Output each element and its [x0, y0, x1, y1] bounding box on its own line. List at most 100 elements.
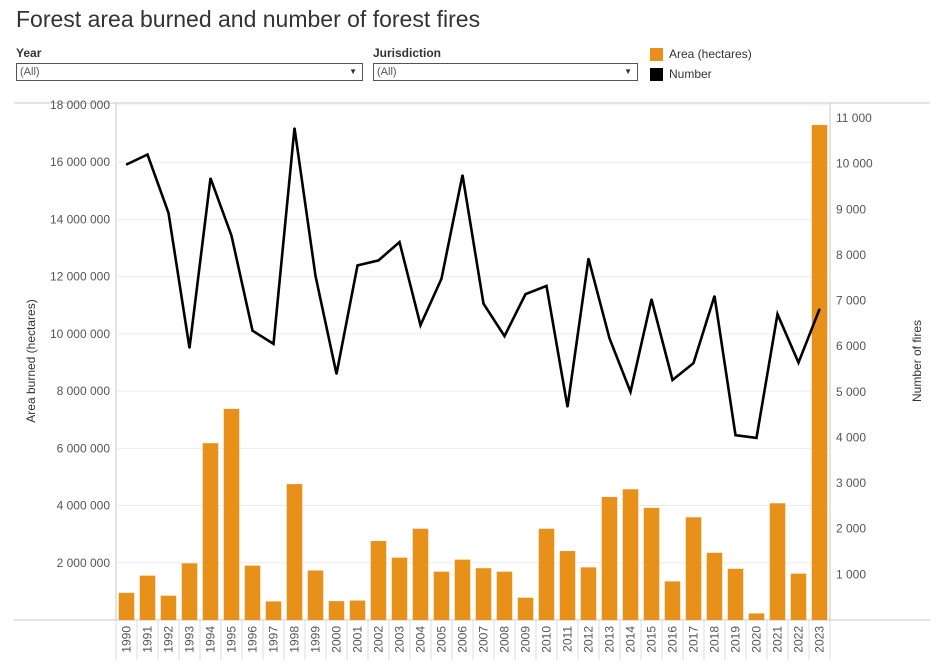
x-tick-label: 2017: [687, 626, 701, 653]
bar: [496, 571, 513, 620]
line-point: [713, 295, 716, 297]
x-tick-label: 2007: [477, 626, 491, 653]
line-point: [125, 163, 128, 166]
x-tick-label: 2012: [582, 626, 596, 653]
bar: [748, 613, 765, 620]
x-tick-label: 2013: [603, 626, 617, 653]
line-point: [755, 437, 758, 439]
x-tick-label: 2002: [372, 626, 386, 653]
y-right-tick-label: 4 000: [836, 430, 866, 444]
x-tick-label: 2001: [351, 626, 365, 653]
legend-swatch-number: [650, 67, 663, 81]
x-tick-label: 1992: [162, 626, 176, 653]
chevron-down-icon: ▼: [624, 67, 632, 76]
x-tick-label: 2022: [792, 626, 806, 653]
line-point: [440, 277, 443, 280]
x-tick-label: 2009: [519, 626, 533, 653]
y-right-tick-label: 11 000: [836, 111, 872, 125]
y-right-tick-label: 1 000: [836, 567, 866, 581]
y-right-tick-label: 8 000: [836, 248, 866, 262]
line-point: [272, 343, 275, 345]
legend-label-area: Area (hectares): [669, 47, 752, 61]
x-tick-label: 2010: [540, 626, 554, 653]
x-tick-label: 2023: [813, 626, 827, 653]
bar: [286, 484, 303, 620]
bar: [412, 528, 429, 620]
x-tick-label: 1999: [309, 626, 323, 653]
line-point: [545, 285, 548, 287]
line-point: [503, 335, 506, 337]
x-tick-label: 2011: [561, 626, 575, 652]
bar: [517, 597, 534, 620]
x-tick-label: 2006: [456, 626, 470, 653]
line-point: [419, 324, 422, 326]
x-tick-label: 2021: [771, 626, 785, 653]
line-point: [608, 337, 611, 340]
year-filter: Year (All) ▼: [16, 46, 363, 81]
jurisdiction-select-value: (All): [377, 66, 397, 78]
y-left-tick-label: 12 000 000: [50, 270, 110, 284]
y-left-tick-label: 14 000 000: [50, 212, 110, 226]
x-tick-label: 1994: [204, 626, 218, 653]
y-left-axis-title: Area burned (hectares): [24, 299, 38, 422]
line-point: [377, 259, 380, 262]
bar: [475, 568, 492, 620]
year-select[interactable]: (All) ▼: [16, 63, 363, 81]
jurisdiction-filter-label: Jurisdiction: [373, 46, 442, 60]
legend-item-number[interactable]: Number: [650, 64, 752, 84]
line-point: [797, 361, 800, 364]
y-left-tick-label: 10 000 000: [50, 327, 110, 341]
line-point: [650, 298, 653, 300]
y-left-tick-label: 2 000 000: [57, 556, 111, 570]
line-point: [398, 241, 401, 243]
y-left-tick-label: 8 000 000: [57, 384, 111, 398]
year-select-value: (All): [20, 66, 40, 78]
bar: [307, 570, 324, 620]
y-right-tick-label: 2 000: [836, 522, 866, 536]
y-right-tick-label: 5 000: [836, 385, 866, 399]
line-point: [356, 264, 359, 267]
y-left-tick-label: 6 000 000: [57, 441, 111, 455]
x-tick-label: 1991: [141, 626, 155, 653]
line-point: [776, 313, 779, 316]
legend-item-area[interactable]: Area (hectares): [650, 44, 752, 64]
y-left-tick-label: 16 000 000: [50, 155, 110, 169]
bar: [202, 443, 219, 620]
legend: Area (hectares) Number: [650, 44, 752, 84]
bar: [160, 595, 177, 620]
bar: [139, 575, 156, 620]
x-tick-label: 2014: [624, 626, 638, 653]
bar: [706, 552, 723, 620]
x-tick-label: 1996: [246, 626, 260, 653]
legend-label-number: Number: [669, 67, 712, 81]
jurisdiction-select[interactable]: (All) ▼: [373, 63, 638, 81]
line-point: [734, 434, 737, 436]
line-series-number: [125, 127, 821, 440]
line-point: [461, 174, 464, 176]
line-point: [335, 373, 338, 375]
line-point: [251, 329, 254, 332]
x-tick-label: 1997: [267, 626, 281, 653]
bar: [244, 565, 261, 620]
bar: [601, 496, 618, 620]
x-tick-label: 2004: [414, 626, 428, 653]
bar: [727, 568, 744, 620]
y-left-tick-label: 4 000 000: [57, 499, 111, 513]
bar: [118, 592, 135, 620]
bar: [769, 503, 786, 620]
line-point: [188, 347, 191, 349]
line-point: [482, 302, 485, 305]
line-point: [587, 257, 590, 260]
line-point: [146, 153, 149, 156]
x-tick-label: 2018: [708, 626, 722, 653]
line-point: [293, 127, 296, 129]
legend-swatch-area: [650, 47, 663, 61]
line-point: [671, 379, 674, 381]
bar: [454, 559, 471, 620]
x-tick-label: 2003: [393, 626, 407, 653]
y-right-tick-label: 3 000: [836, 476, 866, 490]
bar: [685, 517, 702, 620]
bar: [580, 567, 597, 620]
year-filter-label: Year: [16, 46, 42, 60]
